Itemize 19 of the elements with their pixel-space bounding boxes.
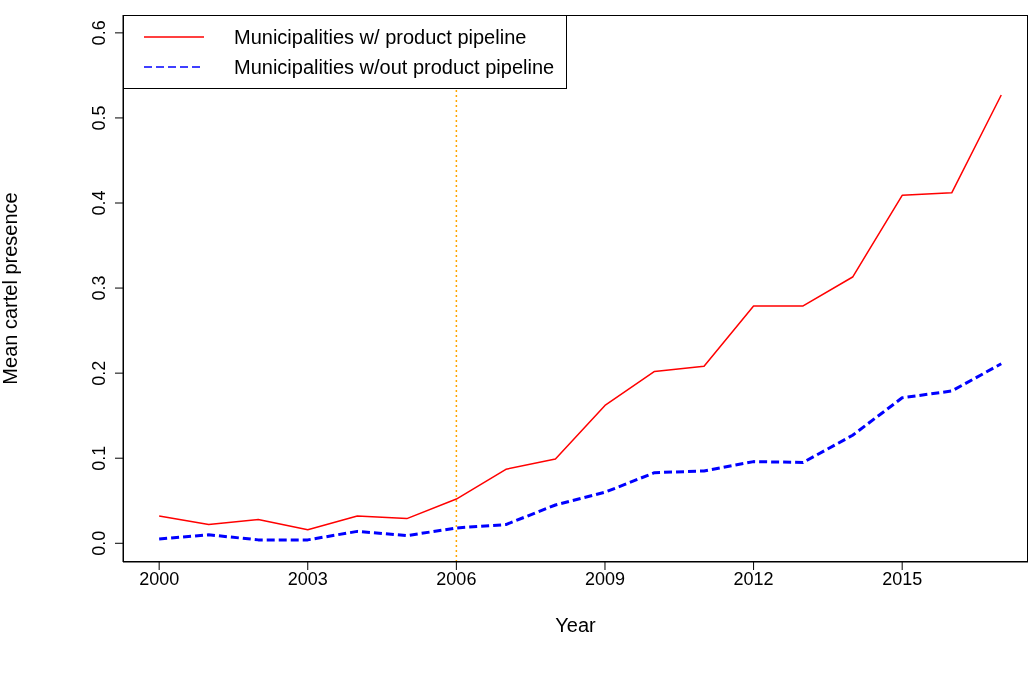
y-tick-label: 0.5 [89,105,109,131]
y-axis-title: Mean cartel presence [0,192,22,385]
line-series [157,362,1003,542]
x-tick-label: 2000 [139,568,180,589]
line-series [158,94,1002,531]
x-axis-title: Year [555,614,597,636]
legend-label: Municipalities w/out product pipeline [234,55,555,79]
y-tick-label: 0.4 [89,190,109,216]
x-tick-label: 2006 [436,568,477,589]
y-tick-label: 0.0 [89,530,109,556]
x-tick-label: 2012 [733,568,774,589]
x-tick-label: 2003 [287,568,328,589]
legend-label: Municipalities w/ product pipeline [234,25,527,49]
x-tick-label: 2009 [584,568,625,589]
x-tick-label: 2015 [882,568,923,589]
y-tick-label: 0.3 [89,275,109,301]
y-tick-label: 0.2 [89,360,109,386]
y-tick-label: 0.6 [89,20,109,46]
y-tick-label: 0.1 [89,445,109,471]
